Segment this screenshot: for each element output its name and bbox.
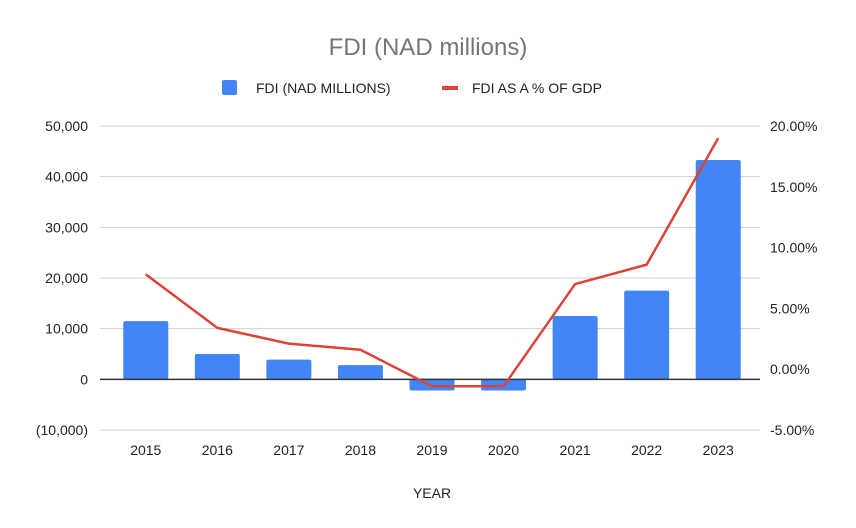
left-tick-label: 40,000: [45, 169, 88, 185]
legend-swatch-line: [442, 86, 458, 90]
bar: [338, 365, 383, 379]
legend-swatch-bar: [222, 80, 237, 95]
x-tick-label: 2021: [560, 442, 591, 458]
x-tick-label: 2022: [631, 442, 662, 458]
right-tick-label: 15.00%: [770, 179, 817, 195]
right-tick-label: 20.00%: [770, 118, 817, 134]
right-tick-label: -5.00%: [770, 422, 814, 438]
legend-label-line: FDI AS A % OF GDP: [472, 80, 602, 96]
x-tick-label: 2020: [488, 442, 519, 458]
left-tick-label: 20,000: [45, 270, 88, 286]
x-tick-label: 2016: [202, 442, 233, 458]
bar: [123, 321, 168, 379]
x-tick-label: 2015: [130, 442, 161, 458]
left-tick-label: 50,000: [45, 118, 88, 134]
right-tick-label: 0.00%: [770, 361, 810, 377]
left-tick-label: 10,000: [45, 321, 88, 337]
bar: [195, 354, 240, 379]
x-tick-label: 2017: [273, 442, 304, 458]
bar: [266, 360, 311, 380]
left-tick-label: 0: [80, 371, 88, 387]
left-tick-label: 30,000: [45, 219, 88, 235]
legend-label-bar: FDI (NAD MILLIONS): [256, 80, 391, 96]
bar: [624, 291, 669, 380]
right-tick-label: 5.00%: [770, 300, 810, 316]
bar: [696, 160, 741, 379]
legend: FDI (NAD MILLIONS) FDI AS A % OF GDP: [222, 80, 602, 96]
x-tick-label: 2018: [345, 442, 376, 458]
x-tick-label: 2019: [416, 442, 447, 458]
x-tick-label: 2023: [703, 442, 734, 458]
left-tick-label: (10,000): [36, 422, 88, 438]
bar: [553, 316, 598, 379]
x-axis-title: YEAR: [413, 485, 451, 501]
chart-title: FDI (NAD millions): [329, 34, 528, 61]
right-tick-label: 10.00%: [770, 240, 817, 256]
